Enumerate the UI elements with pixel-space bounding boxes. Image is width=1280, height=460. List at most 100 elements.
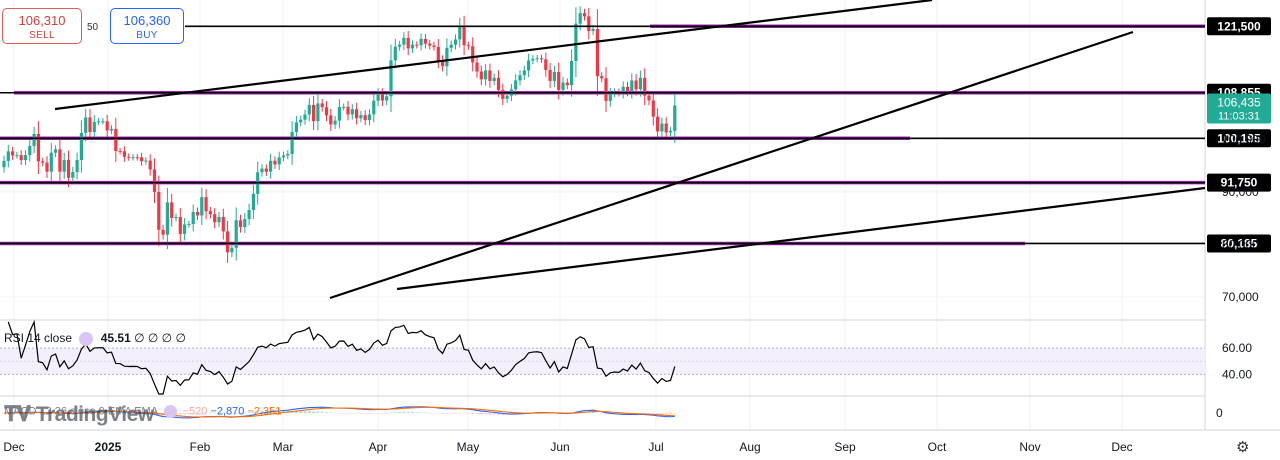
time-tick-label: Dec — [3, 440, 24, 454]
rsi-extra: ∅ ∅ ∅ ∅ — [134, 331, 186, 345]
macd-hist-bar — [230, 413, 234, 414]
macd-signal-line — [3, 406, 675, 418]
settings-icon[interactable] — [79, 331, 94, 346]
candle-body — [88, 117, 92, 132]
countdown-label: 11:03:31 — [1218, 110, 1260, 122]
candle-body — [15, 155, 19, 157]
candle-body — [28, 145, 32, 156]
candle-body — [496, 77, 501, 90]
candle-body — [604, 78, 608, 101]
macd-hist-bar — [196, 413, 199, 414]
candle-body — [131, 157, 135, 159]
macd-hist-bar — [406, 411, 410, 413]
macd-hist-bar — [256, 411, 260, 413]
candle-body — [247, 209, 251, 219]
rsi-label: RSI 14 close — [4, 331, 73, 345]
candle-body — [105, 121, 109, 131]
macd-pane: 0 — [2, 406, 1223, 420]
candle-body — [6, 151, 10, 161]
candle-body — [449, 44, 453, 48]
macd-hist-bar — [591, 411, 595, 413]
candle-body — [2, 160, 6, 168]
candle-body — [346, 106, 350, 115]
macd-hist-bar — [660, 413, 664, 415]
candle-body — [66, 160, 71, 178]
rsi-legend[interactable]: RSI 14 close 45.51 ∅ ∅ ∅ ∅ — [4, 331, 186, 346]
macd-hist-bar — [445, 413, 449, 414]
macd-hist-bar — [277, 410, 281, 413]
time-tick-label: Apr — [369, 440, 388, 454]
candle-body — [595, 28, 599, 77]
candle-body — [539, 58, 544, 60]
level-tag-label: 80,185 — [1221, 236, 1258, 250]
buy-button[interactable]: 106,360 BUY — [110, 8, 184, 44]
time-tick-label: Feb — [190, 440, 211, 454]
macd-hist-bar — [247, 412, 251, 413]
macd-hist-bar — [595, 412, 599, 414]
candle-body — [41, 161, 45, 163]
candle-body — [376, 93, 380, 101]
macd-legend[interactable]: MACD 12 26 close 9 EMA EMA −520 −2,870 −… — [4, 405, 281, 418]
candle-body — [363, 115, 367, 121]
candle-body — [71, 172, 75, 178]
candle-body — [97, 121, 101, 123]
macd-hist-bar — [127, 413, 131, 414]
candle-body — [643, 77, 647, 96]
macd-hist-bar — [342, 412, 346, 414]
macd-hist-bar — [479, 413, 483, 415]
candle-body — [183, 224, 187, 234]
candle-body — [127, 156, 131, 158]
candle-body — [432, 45, 436, 47]
candle-body — [518, 75, 522, 81]
candle-body — [587, 16, 591, 32]
candle-body — [140, 157, 144, 162]
candle-body — [157, 191, 161, 230]
macd-hist-bar — [673, 413, 677, 414]
trendline-2 — [396, 186, 1206, 291]
macd-hist-bar — [178, 413, 182, 415]
macd-hist-bar — [466, 413, 470, 414]
time-tick-label: Nov — [1019, 440, 1040, 454]
level-tag — [1207, 129, 1271, 148]
macd-hist-bar — [651, 413, 655, 414]
macd-hist-bar — [183, 413, 187, 415]
macd-hist-bar — [458, 413, 462, 414]
candle-body — [36, 133, 40, 162]
macd-hist-bar — [217, 412, 221, 414]
settings-icon[interactable] — [163, 405, 177, 418]
candle-body — [277, 157, 281, 165]
candle-body — [664, 123, 668, 133]
candle-body — [320, 103, 324, 108]
candle-body — [428, 43, 432, 46]
macd-hist-bar — [449, 413, 453, 414]
candle-body — [462, 25, 466, 46]
candle-body — [135, 157, 139, 159]
candle-body — [294, 122, 298, 132]
sell-button[interactable]: 106,310 SELL — [2, 8, 82, 44]
time-tick-label: Aug — [739, 440, 760, 454]
macd-hist-bar — [316, 411, 320, 413]
candle-body — [221, 216, 225, 232]
macd-hist-bar — [600, 413, 604, 414]
level-tag — [1207, 17, 1271, 36]
candle-body — [312, 104, 316, 122]
candle-body — [290, 131, 294, 154]
price-tick-label: 90,000 — [1222, 185, 1259, 199]
candle-body — [324, 107, 329, 116]
candle-body — [92, 121, 96, 132]
candle-body — [565, 82, 569, 86]
macd-hist-bar — [110, 412, 113, 413]
macd-hist-bar — [299, 410, 303, 413]
candle-body — [32, 133, 36, 146]
macd-hist-bar — [419, 412, 423, 413]
gear-icon[interactable]: ⚙ — [1236, 439, 1250, 456]
trendline-1 — [329, 30, 1134, 300]
macd-hist-bar — [368, 413, 371, 414]
candle-body — [329, 115, 333, 125]
time-tick-label: May — [457, 440, 480, 454]
candle-body — [505, 95, 509, 99]
candle-body — [204, 197, 208, 212]
macd-hist-bar — [226, 413, 230, 414]
candle-body — [419, 38, 423, 46]
